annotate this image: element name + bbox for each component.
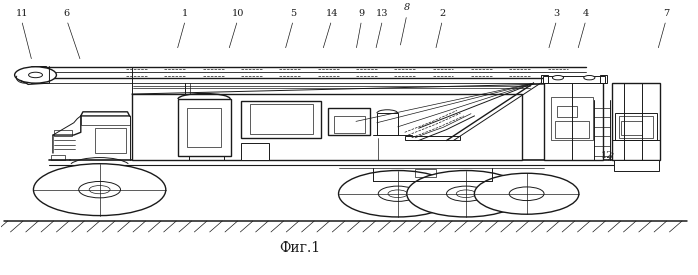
Bar [615, 113, 657, 141]
Bar [405, 136, 461, 141]
Bar [551, 97, 593, 141]
Text: 14: 14 [325, 9, 338, 18]
Bar [618, 116, 653, 138]
Bar [328, 108, 370, 135]
Text: 12: 12 [600, 151, 613, 160]
Bar [241, 101, 321, 138]
Bar [377, 113, 398, 135]
Text: 7: 7 [663, 9, 669, 18]
Circle shape [407, 170, 525, 217]
Bar [600, 75, 607, 83]
Text: 1: 1 [182, 9, 188, 18]
Bar [544, 78, 603, 160]
Bar [621, 121, 641, 135]
Bar [51, 155, 65, 160]
Circle shape [552, 76, 563, 80]
Bar [554, 121, 589, 138]
Bar [556, 106, 577, 117]
Text: 13: 13 [376, 9, 389, 18]
Bar [334, 117, 365, 133]
Text: 2: 2 [439, 9, 445, 18]
Bar [95, 128, 126, 153]
Text: 3: 3 [554, 9, 560, 18]
Circle shape [15, 67, 57, 83]
Circle shape [388, 190, 408, 197]
Text: 10: 10 [231, 9, 244, 18]
Circle shape [79, 182, 121, 198]
Text: Фиг.1: Фиг.1 [280, 241, 321, 255]
Text: 5: 5 [290, 9, 297, 18]
Circle shape [584, 76, 595, 80]
Bar [614, 160, 659, 170]
Text: 4: 4 [583, 9, 589, 18]
Bar [178, 99, 230, 156]
Circle shape [339, 170, 457, 217]
Text: 11: 11 [15, 9, 28, 18]
Text: 9: 9 [359, 9, 364, 18]
Bar [132, 94, 522, 160]
Circle shape [475, 173, 579, 214]
Circle shape [456, 190, 476, 197]
Bar [542, 76, 605, 83]
Text: 8: 8 [403, 3, 410, 12]
Circle shape [447, 186, 486, 201]
Circle shape [34, 164, 166, 216]
Bar [415, 169, 436, 177]
Bar [611, 83, 660, 160]
Bar [250, 104, 313, 134]
Circle shape [378, 186, 417, 201]
Bar [540, 75, 547, 83]
Bar [54, 130, 72, 136]
Circle shape [89, 186, 110, 194]
Bar [241, 143, 269, 160]
Circle shape [510, 187, 544, 200]
Circle shape [29, 72, 43, 78]
Text: 6: 6 [64, 9, 70, 18]
Bar [187, 108, 221, 147]
